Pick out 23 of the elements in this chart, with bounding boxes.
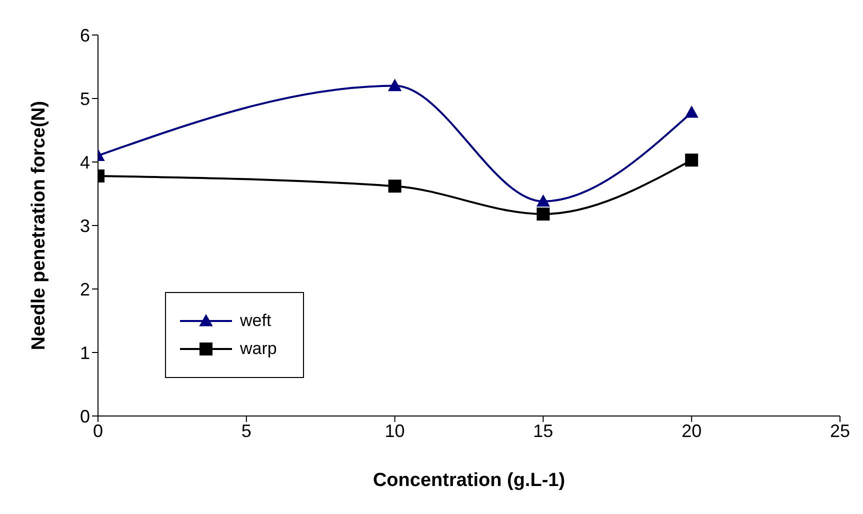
y-tick-label: 1 xyxy=(80,342,90,363)
x-tick-label: 10 xyxy=(384,420,405,441)
x-tick-label: 25 xyxy=(830,420,850,441)
x-tick-label: 0 xyxy=(92,420,104,441)
y-tick-label: 3 xyxy=(80,216,90,236)
y-tick-label: 6 xyxy=(80,25,90,46)
point xyxy=(536,194,550,207)
point xyxy=(685,106,698,118)
point xyxy=(536,208,550,221)
y-tick-label: 0 xyxy=(80,406,90,426)
x-tick-label: 15 xyxy=(533,420,554,441)
x-tick-label: 20 xyxy=(682,420,702,441)
y-tick-label: 2 xyxy=(80,279,90,300)
y-tick-label: 4 xyxy=(80,152,90,172)
y-tick-label: 5 xyxy=(80,88,90,109)
point xyxy=(388,79,402,92)
point xyxy=(388,180,402,193)
legend-label: warp xyxy=(240,339,277,359)
x-tick-label: 5 xyxy=(241,420,252,441)
y-axis-title: Needle penetration force(N) xyxy=(28,100,50,350)
point xyxy=(685,154,698,167)
legend-label: weft xyxy=(240,311,272,331)
x-axis-title: Concentration (g.L-1) xyxy=(372,470,566,491)
